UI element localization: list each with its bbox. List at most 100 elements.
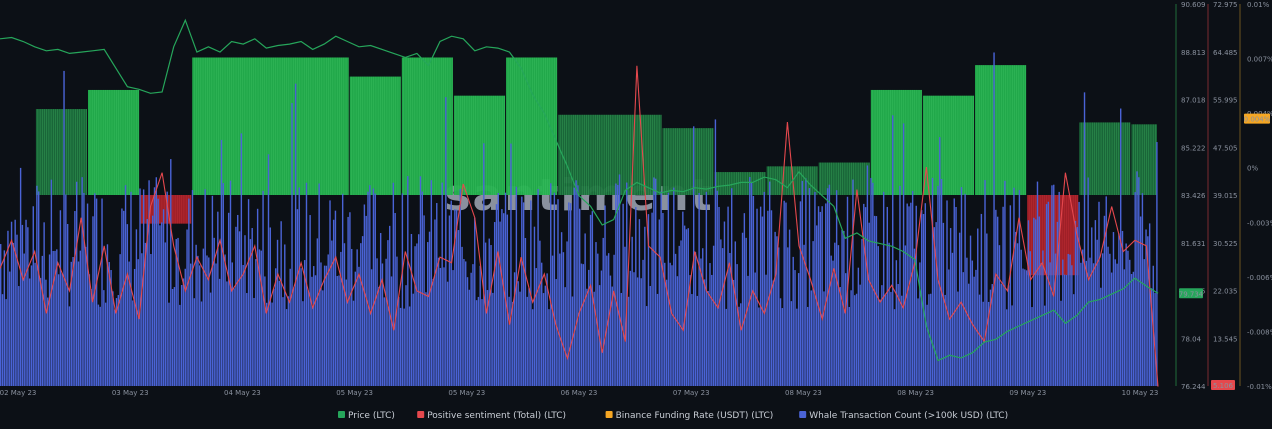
whale-bar xyxy=(229,180,232,386)
whale-bar xyxy=(499,221,501,386)
whale-bar xyxy=(526,296,528,386)
whale-bar xyxy=(63,70,65,386)
whale-bar xyxy=(627,296,630,386)
whale-bar xyxy=(1038,216,1040,386)
whale-bar xyxy=(72,256,74,386)
whale-bar xyxy=(363,204,366,386)
whale-bar xyxy=(622,203,624,386)
whale-bar xyxy=(298,187,300,386)
whale-bar xyxy=(1089,257,1091,386)
whale-bar xyxy=(195,244,197,386)
whale-bar xyxy=(664,262,666,386)
whale-bar xyxy=(987,301,990,386)
whale-bar xyxy=(899,185,901,386)
whale-bar xyxy=(166,191,168,386)
whale-bar xyxy=(504,192,507,386)
whale-bar xyxy=(848,306,851,386)
whale-bar xyxy=(218,278,221,386)
whale-bar xyxy=(173,287,176,386)
x-tick-label: 06 May 23 xyxy=(561,389,598,397)
whale-bar xyxy=(231,262,234,386)
whale-bar xyxy=(736,264,738,386)
sentiment-tick-label: 39.015 xyxy=(1213,192,1238,200)
whale-bar xyxy=(816,225,818,386)
whale-bar xyxy=(779,298,782,386)
whale-bar xyxy=(445,97,447,387)
whale-bar xyxy=(506,214,509,386)
whale-bar xyxy=(1004,180,1006,386)
whale-bar xyxy=(559,253,561,386)
whale-bar xyxy=(170,159,172,386)
whale-bar xyxy=(508,296,510,386)
whale-bar xyxy=(763,191,765,386)
x-tick-label: 05 May 23 xyxy=(448,389,485,397)
whale-bar xyxy=(1116,263,1118,386)
funding-bar xyxy=(818,162,870,195)
whale-bar xyxy=(823,291,825,386)
whale-bar xyxy=(589,214,592,386)
whale-bar xyxy=(620,292,623,386)
whale-bar xyxy=(90,288,92,386)
whale-bar xyxy=(162,209,165,386)
whale-bar xyxy=(1029,251,1031,386)
whale-bar xyxy=(316,238,319,386)
whale-bar xyxy=(285,309,288,386)
whale-bar xyxy=(703,279,706,386)
whale-bar xyxy=(986,233,988,386)
price-tick-label: 78.04 xyxy=(1181,335,1202,343)
whale-bar xyxy=(23,253,25,386)
whale-bar xyxy=(837,245,840,386)
whale-bar xyxy=(560,232,563,386)
whale-bar xyxy=(1067,253,1069,386)
whale-bar xyxy=(334,210,337,386)
whale-bar xyxy=(1024,269,1026,386)
funding-bar xyxy=(453,95,506,195)
sentiment-line-group xyxy=(0,65,1159,387)
whale-bar xyxy=(32,206,34,386)
whale-bar xyxy=(562,252,565,386)
whale-bar xyxy=(389,225,391,386)
whale-bar xyxy=(446,281,449,386)
whale-bar xyxy=(1145,229,1147,386)
whale-bar xyxy=(104,302,107,386)
whale-bar xyxy=(123,210,125,386)
whale-bar xyxy=(579,208,581,386)
whale-bar xyxy=(503,213,505,386)
whale-bar xyxy=(468,289,471,386)
whale-bar xyxy=(432,278,434,386)
whale-bar xyxy=(738,306,740,386)
whale-bar xyxy=(179,304,181,386)
whale-bar xyxy=(1042,250,1044,386)
whale-bar xyxy=(944,294,946,386)
whale-bar xyxy=(1013,187,1015,386)
whale-bar xyxy=(405,285,407,386)
whale-bar xyxy=(16,234,18,386)
whale-bar xyxy=(249,239,252,386)
whale-bar xyxy=(803,244,805,386)
whale-bar xyxy=(85,246,87,386)
whale-bar xyxy=(369,185,371,386)
whale-bar xyxy=(139,188,141,386)
whale-bar xyxy=(770,210,773,386)
whale-bar xyxy=(740,303,742,386)
whale-bar xyxy=(553,192,556,386)
whale-bar xyxy=(128,261,130,386)
sentiment-tick-label: 47.505 xyxy=(1213,144,1238,152)
whale-bar xyxy=(917,298,919,386)
whale-bar xyxy=(412,293,414,386)
whale-bar xyxy=(1062,259,1064,386)
whale-bar xyxy=(1136,171,1138,386)
whale-bar xyxy=(264,276,266,386)
funding-current-badge-bg xyxy=(1244,113,1270,124)
whale-bar xyxy=(161,222,163,386)
whale-bar xyxy=(1107,246,1109,386)
whale-bar xyxy=(588,269,590,386)
whale-bar xyxy=(855,293,858,386)
whale-bar xyxy=(217,211,219,386)
whale-bar xyxy=(973,276,975,386)
whale-bar xyxy=(884,295,887,386)
whale-bar xyxy=(455,209,458,386)
whale-bar xyxy=(314,275,317,386)
whale-bar xyxy=(844,273,847,386)
